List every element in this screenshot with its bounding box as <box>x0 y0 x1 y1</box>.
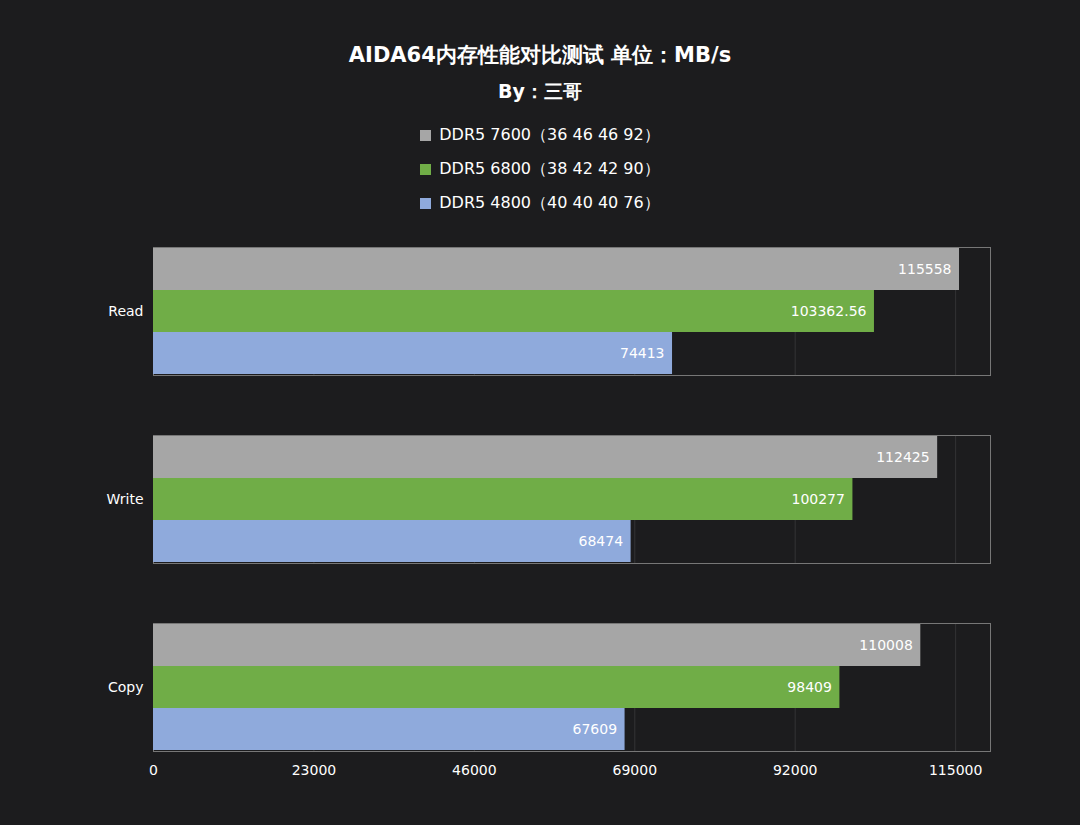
svg-text:92000: 92000 <box>773 762 818 778</box>
svg-text:115558: 115558 <box>898 261 951 277</box>
svg-text:100277: 100277 <box>791 491 844 507</box>
svg-text:Read: Read <box>108 303 143 319</box>
svg-text:74413: 74413 <box>620 345 665 361</box>
svg-text:46000: 46000 <box>452 762 497 778</box>
html-text:DDR5 7600（36 46 46 92）: DDR5 7600（36 46 46 92） <box>439 125 660 144</box>
html-text:AIDA64内存性能对比测试 单位：MB/s: AIDA64内存性能对比测试 单位：MB/s <box>348 43 732 67</box>
html-text:DDR5 6800（38 42 42 90）: DDR5 6800（38 42 42 90） <box>439 159 660 178</box>
svg-text:103362.56: 103362.56 <box>791 303 867 319</box>
svg-text:112425: 112425 <box>876 449 929 465</box>
svg-text:68474: 68474 <box>579 533 624 549</box>
svg-text:110008: 110008 <box>859 637 912 653</box>
svg-text:69000: 69000 <box>613 762 658 778</box>
svg-text:Copy: Copy <box>108 679 144 695</box>
html-text:By：三哥: By：三哥 <box>498 80 582 102</box>
svg-text:23000: 23000 <box>292 762 337 778</box>
svg-text:67609: 67609 <box>573 721 618 737</box>
svg-text:98409: 98409 <box>787 679 832 695</box>
svg-text:Write: Write <box>107 491 144 507</box>
svg-text:115000: 115000 <box>929 762 982 778</box>
html-text:DDR5 4800（40 40 40 76）: DDR5 4800（40 40 40 76） <box>439 193 660 212</box>
svg-text:0: 0 <box>149 762 158 778</box>
